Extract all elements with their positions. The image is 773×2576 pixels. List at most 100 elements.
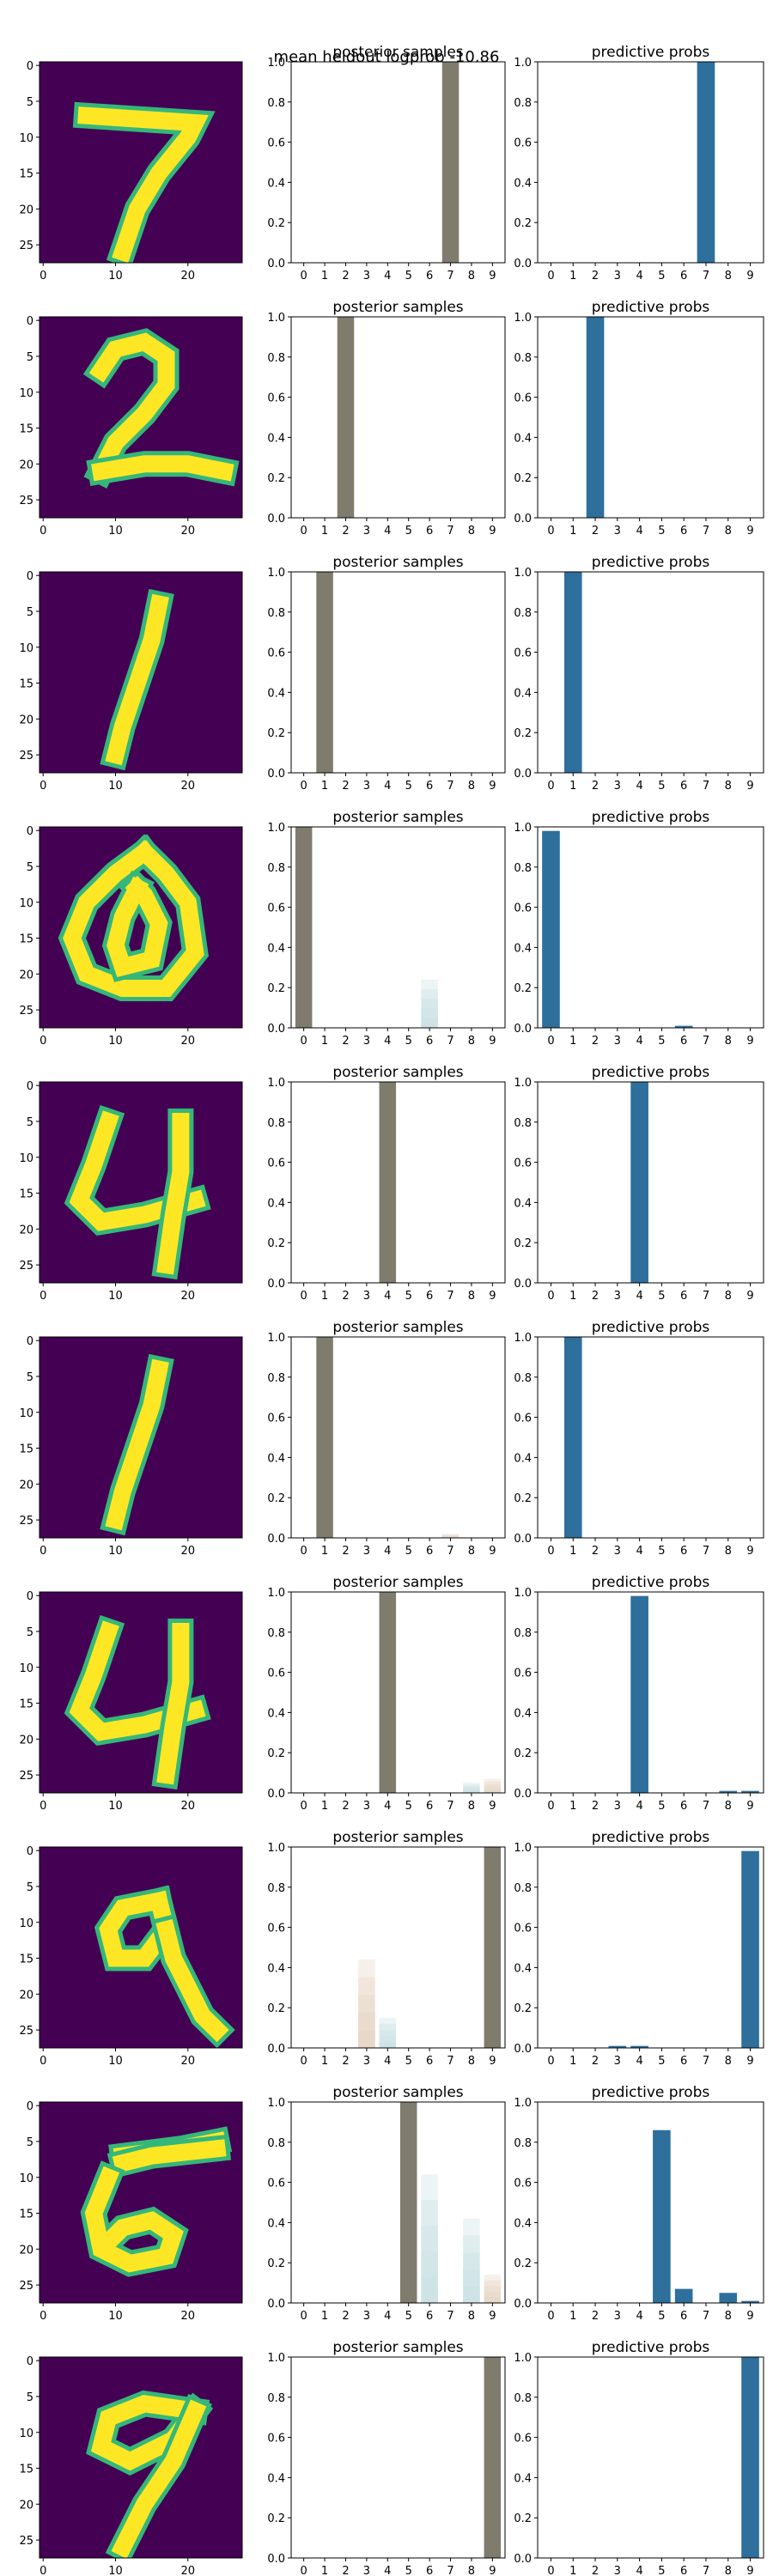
bar-ytick-label: 0.2 <box>514 727 532 740</box>
bar-xtick-label: 2 <box>592 1290 599 1303</box>
bar-xtick-label: 3 <box>363 780 370 793</box>
digit-ytick-label: 5 <box>27 606 33 619</box>
bar-ytick-label: 1.0 <box>514 2097 532 2110</box>
digit-ytick-label: 0 <box>27 1590 33 1603</box>
digit-ytick-label: 15 <box>19 168 33 181</box>
bar-xtick-label: 3 <box>614 780 621 793</box>
bar-xtick-label: 2 <box>592 1800 599 1813</box>
bar-xtick-label: 0 <box>301 2055 307 2068</box>
posterior-samples-axes-6: posterior samples 0.0 0.2 0.4 0.6 0.8 1.0 0 1 2 3 4… <box>267 1319 506 1558</box>
bar-xtick-label: 0 <box>547 1800 554 1813</box>
bar-ytick-label: 0.4 <box>514 2472 532 2485</box>
bar-xtick-label: 0 <box>547 780 554 793</box>
bar-ytick-label: 0.4 <box>514 1452 532 1465</box>
digit-xtick-label: 0 <box>40 780 46 793</box>
bar-xtick-label: 6 <box>680 1035 687 1048</box>
bar-xtick-label: 9 <box>489 1800 496 1813</box>
bar-xtick-label: 1 <box>569 1035 576 1048</box>
bar-xtick-label: 1 <box>569 1800 576 1813</box>
posterior-bar-0 <box>295 827 313 1028</box>
digit-ytick-label: 15 <box>19 1698 33 1711</box>
digit-xtick-label: 10 <box>108 780 123 793</box>
bar-xtick-label: 3 <box>614 1290 621 1303</box>
digit-background <box>40 1082 242 1283</box>
digit-ytick-label: 5 <box>27 861 33 874</box>
bar-xtick-label: 2 <box>342 270 349 283</box>
bar-xtick-label: 8 <box>468 525 475 538</box>
bar-ytick-label: 1.0 <box>267 1077 285 1090</box>
predictive-probs-axes-title: predictive probs <box>592 809 710 826</box>
digit-xtick-label: 20 <box>181 2055 196 2068</box>
bar-xtick-label: 9 <box>746 2565 753 2576</box>
digit-xtick-label: 20 <box>181 1800 196 1813</box>
bar-ytick-label: 0.8 <box>267 862 285 875</box>
posterior-sample <box>484 1787 502 1793</box>
bar-xtick-label: 7 <box>703 2565 709 2576</box>
bar-xtick-label: 7 <box>447 780 453 793</box>
bar-ytick-label: 0.0 <box>514 513 532 526</box>
bar-xtick-label: 9 <box>489 780 496 793</box>
predictive-probs-axes-title: predictive probs <box>592 1064 710 1081</box>
bar-xtick-label: 1 <box>321 525 328 538</box>
bar-xtick-label: 1 <box>569 2565 576 2576</box>
bar-xtick-label: 3 <box>614 2310 621 2323</box>
digit-frame <box>39 61 243 264</box>
bar-xtick-label: 6 <box>426 1290 433 1303</box>
bar-xtick-label: 7 <box>703 2055 709 2068</box>
digit-ytick-label: 0 <box>27 1080 33 1093</box>
digit-ytick-label: 10 <box>19 1662 33 1675</box>
bar-xtick-label: 7 <box>703 1290 709 1303</box>
digit-ytick-label: 25 <box>19 1770 33 1783</box>
bar-xtick-label: 9 <box>489 525 496 538</box>
digit-ytick-label: 20 <box>19 2244 33 2257</box>
posterior-sample <box>379 2023 397 2048</box>
bar-xtick-label: 6 <box>426 1800 433 1813</box>
bar-xtick-label: 8 <box>725 2055 732 2068</box>
predictive-probs-axes-frame <box>537 61 764 264</box>
bar-xtick-label: 6 <box>680 780 687 793</box>
predictive-probs-axes-10: predictive probs 0.0 0.2 0.4 0.6 0.8 1.0 0 1 2 3 4 5… <box>514 2339 764 2576</box>
bar-xtick-label: 5 <box>405 2055 412 2068</box>
predictive-probs-axes-frame <box>537 2101 764 2304</box>
bar-ytick-label: 0.0 <box>514 1023 532 1036</box>
digit-ytick-label: 5 <box>27 1881 33 1894</box>
bar-xtick-label: 8 <box>725 1545 732 1558</box>
bar-ytick-label: 0.6 <box>267 1157 285 1170</box>
digit-xtick-label: 10 <box>108 525 123 538</box>
predictive-bar-6 <box>674 2288 693 2303</box>
predictive-bar-0 <box>542 830 560 1028</box>
bar-ytick-label: 0.4 <box>267 2217 285 2230</box>
bar-xtick-label: 4 <box>384 1035 391 1048</box>
posterior-sample <box>358 1959 375 2048</box>
bar-ytick-label: 1.0 <box>267 2352 285 2365</box>
bar-xtick-label: 2 <box>342 2565 349 2576</box>
posterior-samples-axes-frame <box>290 316 506 519</box>
predictive-bar-6 <box>674 1025 693 1028</box>
digit-xtick-label: 10 <box>108 1800 123 1813</box>
bar-xtick-label: 8 <box>468 2055 475 2068</box>
posterior-sample <box>421 2277 438 2303</box>
bar-ytick-label: 0.8 <box>514 97 532 110</box>
bar-xtick-label: 1 <box>321 1035 328 1048</box>
digit-image-8: 0 5 10 15 20 25 0 10 20 <box>19 1845 243 2068</box>
bar-xtick-label: 2 <box>592 270 599 283</box>
digit-ytick-label: 10 <box>19 1407 33 1420</box>
digit-ytick-label: 0 <box>27 1845 33 1858</box>
bar-xtick-label: 6 <box>426 525 433 538</box>
predictive-bar-4 <box>630 2045 648 2048</box>
bar-xtick-label: 5 <box>405 1545 412 1558</box>
bar-xtick-label: 2 <box>592 2565 599 2576</box>
posterior-sample <box>463 1790 480 1793</box>
bar-ytick-label: 0.0 <box>514 1278 532 1291</box>
bar-xtick-label: 8 <box>725 2310 732 2323</box>
predictive-bar-9 <box>741 2357 759 2558</box>
digit-stroke <box>156 1113 190 1275</box>
bar-xtick-label: 4 <box>384 2055 391 2068</box>
bar-ytick-label: 0.0 <box>267 768 285 781</box>
digit-xtick-label: 0 <box>40 1035 46 1048</box>
posterior-sample <box>441 1535 460 1538</box>
bar-xtick-label: 2 <box>592 1545 599 1558</box>
bar-xtick-label: 3 <box>363 525 370 538</box>
predictive-bar-8 <box>719 1790 738 1793</box>
